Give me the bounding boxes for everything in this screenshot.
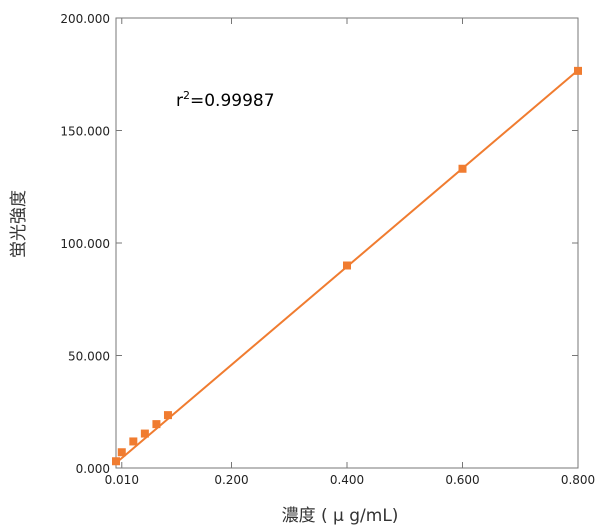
data-point: [129, 437, 138, 446]
x-axis-ticks: 0.010 0.200 0.400 0.600 0.800: [105, 18, 595, 487]
data-point: [163, 411, 172, 420]
data-point: [152, 420, 161, 429]
data-point: [140, 429, 149, 438]
r-squared-sup: 2: [183, 89, 190, 102]
data-point: [112, 457, 120, 466]
data-point: [458, 164, 467, 173]
x-axis-label: 濃度 ( μ g/mL): [282, 506, 399, 526]
y-tick-label: 100.000: [60, 237, 110, 251]
x-tick-label: 0.600: [445, 473, 479, 487]
x-tick-label: 0.800: [561, 473, 595, 487]
plot-frame: [115, 17, 579, 469]
data-point: [343, 261, 351, 270]
x-tick-label: 0.400: [330, 473, 364, 487]
r-squared-annotation: r2=0.99987: [176, 89, 275, 111]
y-tick-label: 200.000: [60, 12, 110, 26]
y-tick-label: 50.000: [68, 350, 110, 364]
data-points: [112, 66, 582, 466]
y-tick-label: 150.000: [60, 125, 110, 139]
r-squared-value: =0.99987: [190, 91, 275, 111]
data-point: [574, 66, 582, 75]
y-tick-label: 0.000: [76, 462, 110, 476]
x-tick-label: 0.010: [105, 473, 139, 487]
x-tick-label: 0.200: [214, 473, 248, 487]
r-squared-base: r: [176, 91, 183, 111]
y-axis-ticks: 0.000 50.000 100.000 150.000 200.000: [60, 12, 578, 476]
y-axis-label: 蛍光強度: [9, 190, 29, 258]
data-point: [117, 448, 126, 457]
